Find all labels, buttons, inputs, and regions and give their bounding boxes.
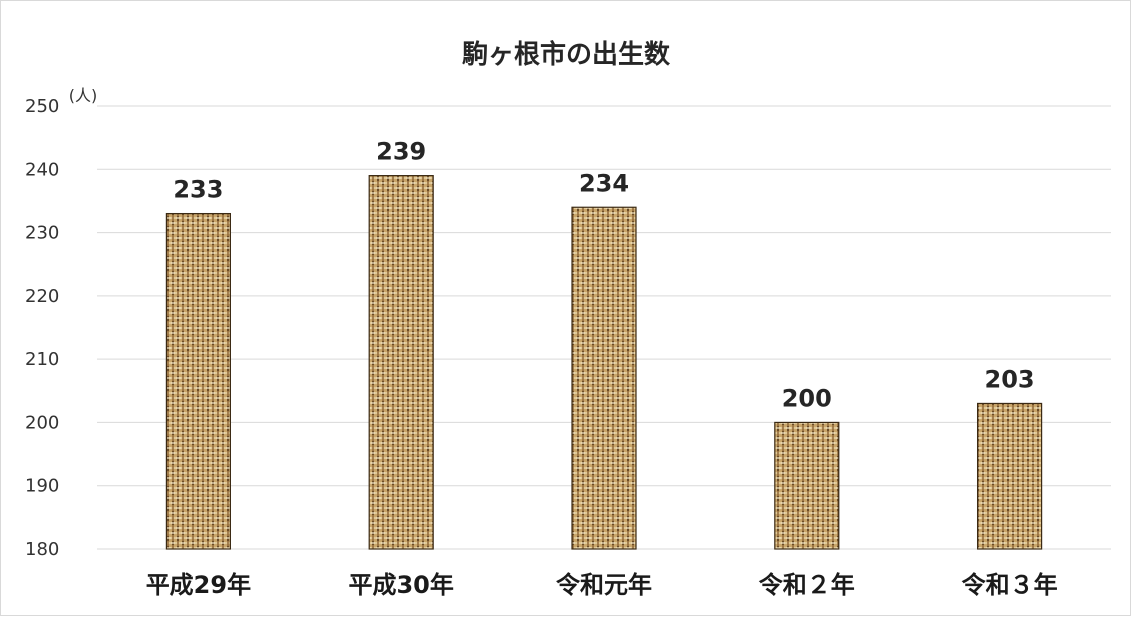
chart-title: 駒ヶ根市の出生数 xyxy=(462,39,671,70)
bar xyxy=(774,421,840,550)
x-category-label: 令和２年 xyxy=(759,571,855,599)
y-tick-label: 240 xyxy=(25,159,59,180)
y-axis-ticks: 180 190 200 210 220 230 240 250 xyxy=(25,96,59,560)
bar xyxy=(571,206,637,550)
data-label: 239 xyxy=(376,138,426,166)
bars xyxy=(165,175,1043,550)
y-tick-label: 180 xyxy=(25,539,59,560)
x-category-label: 令和３年 xyxy=(962,571,1058,599)
bar xyxy=(976,402,1043,550)
y-tick-label: 190 xyxy=(25,476,59,497)
data-label: 200 xyxy=(782,384,832,412)
y-tick-label: 200 xyxy=(25,412,59,433)
x-axis-categories: 平成29年 平成30年 令和元年 令和２年 令和３年 xyxy=(146,571,1058,599)
y-axis-unit-label: (人) xyxy=(69,86,98,105)
x-category-label: 平成30年 xyxy=(348,571,453,599)
bar xyxy=(368,175,434,550)
data-label: 233 xyxy=(173,176,223,204)
data-label: 203 xyxy=(985,365,1035,393)
y-tick-label: 250 xyxy=(25,96,59,117)
data-label: 234 xyxy=(579,169,629,197)
bar xyxy=(165,212,231,550)
x-category-label: 平成29年 xyxy=(146,571,251,599)
y-tick-label: 220 xyxy=(25,286,59,307)
x-category-label: 令和元年 xyxy=(556,571,652,599)
data-labels: 233 239 234 200 203 xyxy=(173,138,1034,413)
y-tick-label: 210 xyxy=(25,349,59,370)
y-tick-label: 230 xyxy=(25,223,59,244)
